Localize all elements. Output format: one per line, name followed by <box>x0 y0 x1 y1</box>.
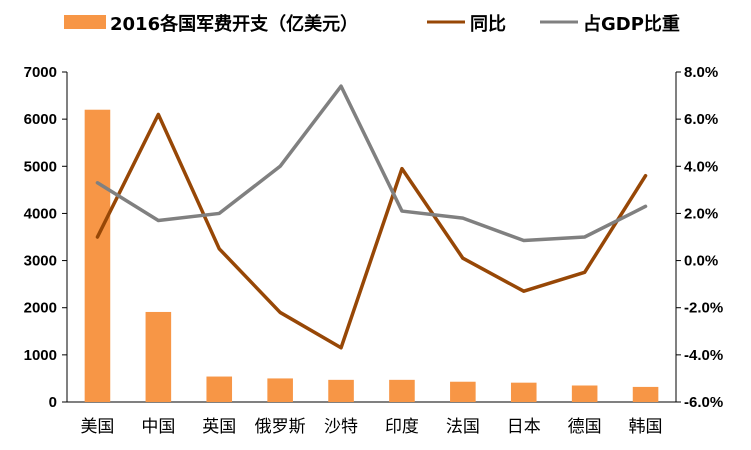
left-tick-label: 2000 <box>24 300 57 317</box>
category-labels: 美国 中国 英国 俄罗斯 沙特 印度 法国 日本 德国 韩国 <box>80 417 662 437</box>
bar-5 <box>328 379 354 402</box>
bar-4 <box>267 378 293 402</box>
left-tick-label: 1000 <box>24 347 57 364</box>
left-tick-label: 0 <box>49 394 57 411</box>
category-label: 俄罗斯 <box>255 417 306 437</box>
category-label: 韩国 <box>629 417 663 437</box>
legend: 2016各国军费开支（亿美元） 同比 占GDP比重 <box>64 13 680 35</box>
right-tick-label: 8.0% <box>684 64 718 81</box>
bar-2 <box>145 311 172 402</box>
legend-label-gdp-share: 占GDP比重 <box>583 13 680 35</box>
bar-series <box>84 109 659 402</box>
right-tick-label: 6.0% <box>684 111 718 128</box>
category-label: 法国 <box>446 417 480 437</box>
category-label: 美国 <box>80 417 114 437</box>
category-label: 中国 <box>141 417 175 437</box>
legend-label-spending: 2016各国军费开支（亿美元） <box>110 13 358 35</box>
bar-3 <box>206 376 233 402</box>
left-axis-ticks: 0 1000 2000 3000 4000 5000 6000 7000 <box>24 64 67 411</box>
right-tick-label: -2.0% <box>684 300 723 317</box>
right-tick-label: -6.0% <box>684 394 723 411</box>
bar-9 <box>571 385 598 402</box>
legend-swatch-spending <box>64 15 106 29</box>
category-label: 沙特 <box>324 417 358 437</box>
right-tick-label: 0.0% <box>684 253 718 270</box>
left-tick-label: 5000 <box>24 158 57 175</box>
left-tick-label: 6000 <box>24 111 57 128</box>
category-label: 日本 <box>507 417 541 437</box>
line-series <box>95 84 648 350</box>
left-tick-label: 4000 <box>24 205 57 222</box>
bar-8 <box>510 382 537 402</box>
bar-10 <box>632 386 659 402</box>
left-tick-label: 7000 <box>24 64 57 81</box>
bar-1 <box>84 109 111 402</box>
left-tick-label: 3000 <box>24 253 57 270</box>
right-tick-label: 4.0% <box>684 158 718 175</box>
legend-label-yoy: 同比 <box>470 14 506 35</box>
right-tick-label: 2.0% <box>684 205 718 222</box>
yoy-line <box>95 112 648 350</box>
right-tick-label: -4.0% <box>684 347 723 364</box>
bar-6 <box>389 379 415 402</box>
category-label: 印度 <box>385 417 419 437</box>
bar-7 <box>450 381 476 402</box>
right-axis-ticks: -6.0% -4.0% -2.0% 0.0% 2.0% 4.0% 6.0% 8.0% <box>676 64 723 411</box>
gdp-share-line <box>95 84 648 243</box>
category-label: 英国 <box>202 417 236 437</box>
category-label: 德国 <box>568 417 602 437</box>
